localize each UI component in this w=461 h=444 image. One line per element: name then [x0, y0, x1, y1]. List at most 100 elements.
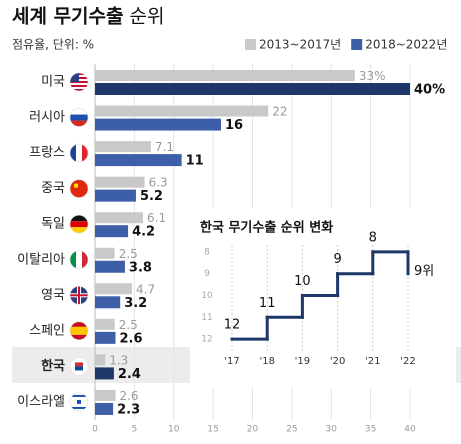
- value-label: 2.3: [117, 402, 140, 417]
- flag-part: [70, 406, 88, 409]
- subtitle: 점유율, 단위: %: [12, 38, 94, 52]
- x-tick-label: '22: [400, 356, 415, 367]
- bar: [95, 402, 114, 415]
- flag-part: [70, 326, 88, 335]
- flag-part: [82, 250, 88, 269]
- x-tick-label: '17: [224, 356, 239, 367]
- bar: [95, 70, 355, 81]
- flag-part: [77, 399, 81, 404]
- bar: [95, 367, 114, 380]
- flag-border: [69, 179, 89, 198]
- value-label: 10: [294, 274, 311, 289]
- legend-swatch: [245, 39, 256, 50]
- x-tick-label: 40: [404, 425, 416, 435]
- category-label: 프랑스: [29, 146, 65, 161]
- chart-title: 세계 무기수출: [12, 6, 124, 28]
- value-label: 6.1: [147, 211, 166, 225]
- flag: [70, 357, 88, 376]
- flag: [70, 108, 88, 127]
- flag: [70, 73, 88, 91]
- flag-part: [76, 144, 82, 163]
- value-label: 3.8: [129, 260, 152, 275]
- category-label: 이스라엘: [17, 394, 65, 409]
- x-tick-label: 10: [168, 425, 180, 435]
- flag-part: [70, 108, 88, 115]
- flag-border: [69, 250, 89, 270]
- flag-part: [70, 89, 88, 91]
- flag-part: [70, 227, 88, 234]
- flag-part: [70, 215, 88, 222]
- flag-part: [70, 73, 79, 82]
- x-tick-label: '19: [295, 356, 310, 367]
- flag-part: [75, 362, 83, 367]
- bar: [95, 83, 410, 95]
- y-tick-label: 11: [201, 313, 212, 323]
- value-label: 11: [259, 296, 276, 311]
- flag: [70, 179, 88, 198]
- y-tick-label: 8: [204, 247, 210, 257]
- value-label: 8: [369, 230, 377, 245]
- flag: [70, 286, 88, 305]
- main-chart: 2013~2017년 2018~2022년 0 5 10 15 20 25 30 35 40 미국 33…: [17, 38, 447, 435]
- category-label: 독일: [41, 217, 65, 232]
- bar: [95, 389, 116, 401]
- x-tick-label: 5: [132, 425, 138, 435]
- chart-title-suffix: 순위: [130, 6, 165, 28]
- value-label: 2.5: [119, 318, 138, 332]
- flag-part: [82, 144, 88, 163]
- category-label: 한국: [41, 358, 65, 374]
- flag-border: [69, 321, 89, 341]
- value-label: 40%: [414, 83, 445, 98]
- bar: [95, 354, 106, 366]
- value-label: 33%: [359, 69, 386, 83]
- x-tick-label: 20: [247, 425, 259, 435]
- inset-title: 한국 무기수출 순위 변화: [200, 220, 333, 236]
- flag-part: [78, 286, 80, 305]
- x-tick-label: 30: [326, 425, 338, 435]
- flag-border: [69, 392, 89, 412]
- flag: [70, 144, 88, 163]
- value-label: 4.7: [136, 282, 155, 296]
- value-label: 3.2: [124, 296, 147, 311]
- flag-border: [69, 357, 89, 376]
- flag-part: [70, 114, 88, 121]
- bar: [95, 189, 136, 202]
- category-label: 중국: [41, 181, 65, 196]
- value-label: 5.2: [140, 189, 163, 204]
- flag-part: [70, 120, 88, 127]
- x-tick-label: 35: [365, 425, 376, 435]
- bar: [95, 225, 129, 238]
- value-label: 12: [224, 318, 241, 333]
- category-label: 미국: [41, 75, 65, 90]
- value-label: 7.1: [155, 140, 174, 154]
- flag: [70, 215, 88, 234]
- bar: [95, 331, 116, 344]
- flag: [70, 250, 88, 269]
- value-label: 22: [272, 105, 287, 119]
- flag-border: [69, 285, 89, 305]
- flag-part: [70, 144, 76, 163]
- inset-chart: 한국 무기수출 순위 변화 8 9 10 11 12 '17 '18 '19 '20 '21 '22 1…: [190, 208, 456, 388]
- value-label: 1.3: [109, 353, 128, 367]
- category-label: 스페인: [29, 323, 65, 338]
- y-tick-label: 9: [204, 269, 210, 279]
- flag: [70, 321, 88, 340]
- bar: [95, 283, 133, 295]
- legend-swatch: [351, 39, 363, 50]
- bar: [95, 176, 145, 188]
- value-label: 2.5: [119, 247, 138, 261]
- bar: [95, 296, 121, 309]
- value-label: 4.2: [132, 225, 155, 240]
- value-label: 11: [186, 154, 204, 169]
- category-label: 영국: [41, 288, 65, 303]
- flag-part: [70, 334, 88, 340]
- flag-part: [70, 394, 88, 397]
- bar: [95, 212, 144, 224]
- bar: [95, 318, 115, 330]
- flag-part: [70, 321, 88, 327]
- y-tick-label: 12: [201, 335, 212, 345]
- flag-border: [69, 143, 89, 163]
- flag-border: [69, 72, 89, 92]
- bar: [95, 154, 182, 167]
